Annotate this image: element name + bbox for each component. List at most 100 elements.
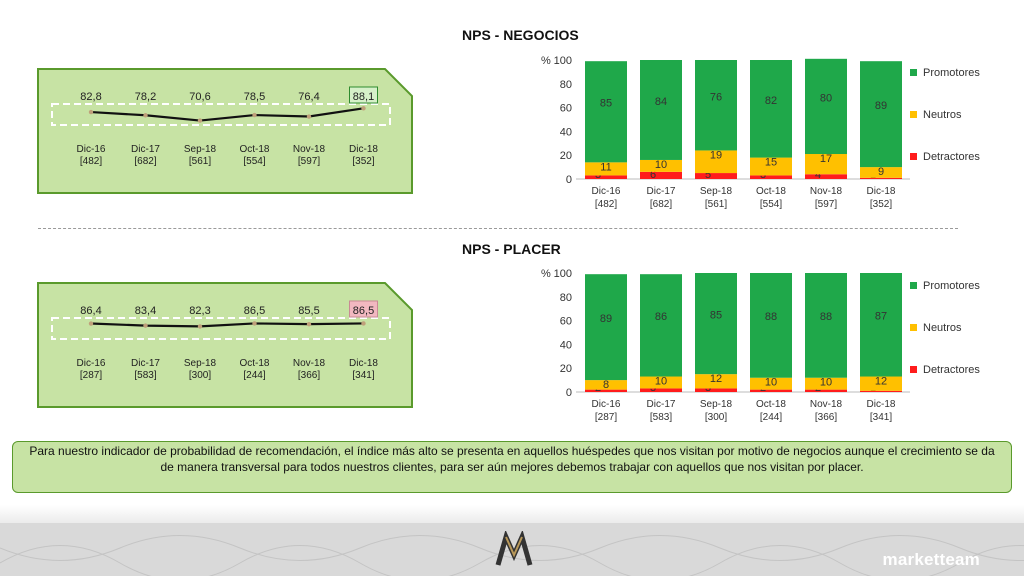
nps-value-label: 76,4 [298, 91, 319, 103]
nps-point [88, 109, 94, 115]
sample-base-label: [300] [705, 412, 727, 423]
nps-line [90, 322, 364, 328]
sample-base-label: [300] [189, 370, 211, 381]
period-label: Oct-18 [239, 144, 269, 155]
nps-point [252, 112, 257, 118]
y-tick-label: 40 [560, 339, 572, 351]
nps-value-label: 88,1 [353, 91, 374, 103]
footer-pattern [0, 535, 1024, 576]
data-label-neutros: 12 [875, 376, 887, 388]
legend-label: Neutros [923, 322, 962, 334]
x-tick-label: Dic-16 [592, 186, 621, 197]
legend-label: Promotores [923, 280, 980, 292]
bar-segment-detractores [805, 389, 847, 392]
data-label-promotores: 85 [600, 98, 612, 110]
nps-point [306, 321, 312, 327]
nps-value-label: 70,6 [189, 91, 210, 103]
line-track-frame [51, 317, 391, 340]
bar-segment-promotores [805, 58, 847, 155]
period-label: Dic-16 [77, 144, 106, 155]
section-title-negocios: NPS - NEGOCIOS [462, 27, 579, 43]
bar-segment-neutros [860, 167, 902, 178]
period-label: Sep-18 [184, 144, 217, 155]
y-tick-label: 100 [554, 268, 572, 280]
sample-base-label: [583] [650, 412, 672, 423]
x-tick-label: Dic-18 [867, 399, 896, 410]
nps-point [143, 323, 148, 328]
sample-base-label: [366] [298, 370, 320, 381]
bar-segment-neutros [750, 377, 792, 390]
x-tick-label: Dic-17 [647, 186, 676, 197]
bar-segment-neutros [640, 159, 682, 172]
sample-base-label: [244] [243, 370, 265, 381]
data-label-promotores: 82 [765, 95, 777, 107]
nps-point [197, 324, 203, 329]
data-label-neutros: 10 [820, 377, 832, 389]
data-label-promotores: 85 [710, 310, 722, 322]
nps-placer-line-panel: 86,4 Dic-16[287] 83,4 Dic-17[583] 82,3 Sep-18… [37, 282, 413, 408]
bar-segment-promotores [805, 273, 847, 378]
nps-value-label: 78,2 [135, 91, 156, 103]
data-label-promotores: 89 [600, 313, 612, 325]
bar-segment-promotores [585, 61, 627, 163]
bar-segment-detractores [640, 171, 682, 179]
period-label: Dic-16 [77, 358, 106, 369]
nps-point [252, 321, 257, 326]
nps-line [90, 107, 364, 122]
nps-value-label: 86,5 [244, 305, 265, 317]
legend-label: Promotores [923, 67, 980, 79]
nps-point [143, 113, 148, 118]
period-label: Sep-18 [184, 358, 217, 369]
sample-base-label: [597] [815, 199, 837, 210]
data-label-promotores: 88 [820, 311, 832, 323]
data-label-promotores: 80 [820, 93, 832, 105]
unit-label: % [541, 268, 551, 280]
sample-base-label: [352] [870, 199, 892, 210]
x-tick-label: Sep-18 [700, 399, 733, 410]
bar-segment-promotores [695, 60, 737, 151]
bar-segment-neutros [805, 377, 847, 390]
data-label-neutros: 15 [765, 157, 777, 169]
y-tick-label: 80 [560, 292, 572, 304]
data-label-detractores: 6 [650, 169, 656, 181]
nps-value-label: 83,4 [135, 305, 156, 317]
period-label: Oct-18 [239, 358, 269, 369]
bar-segment-promotores [860, 61, 902, 168]
nps-negocios-bar-chart: %02040608010031185Dic-16[482]61084Dic-17… [541, 55, 980, 210]
period-label: Dic-18 [349, 358, 378, 369]
legend-label: Neutros [923, 109, 962, 121]
sample-base-label: [341] [870, 412, 892, 423]
data-label-promotores: 87 [875, 311, 887, 323]
sample-base-label: [554] [243, 156, 265, 167]
data-label-neutros: 12 [710, 373, 722, 385]
legend-swatch [910, 324, 917, 331]
y-tick-label: 60 [560, 316, 572, 328]
data-label-neutros: 10 [655, 376, 667, 388]
bar-segment-neutros [585, 162, 627, 176]
data-label-neutros: 10 [765, 377, 777, 389]
line-track-frame [51, 103, 391, 126]
nps-point [197, 118, 203, 123]
sample-base-label: [366] [815, 412, 837, 423]
data-label-neutros: 17 [820, 153, 832, 165]
bar-segment-detractores [640, 388, 682, 392]
latest-value-highlight [349, 86, 378, 104]
legend-swatch [910, 69, 917, 76]
brand-name: marketteam [882, 550, 980, 569]
sample-base-label: [682] [134, 156, 156, 167]
summary-note: Para nuestro indicador de probabilidad d… [12, 441, 1012, 493]
bar-segment-neutros [860, 376, 902, 391]
nps-point [361, 106, 366, 111]
x-tick-label: Nov-18 [810, 186, 843, 197]
bar-segment-promotores [695, 273, 737, 375]
legend-swatch [910, 111, 917, 118]
sample-base-label: [583] [134, 370, 156, 381]
bar-segment-neutros [585, 380, 627, 390]
y-tick-label: 40 [560, 126, 572, 138]
sample-base-label: [287] [80, 370, 102, 381]
x-tick-label: Oct-18 [756, 186, 786, 197]
y-tick-label: 80 [560, 79, 572, 91]
footer-bar: marketteam [0, 523, 1024, 576]
sample-base-label: [597] [298, 156, 320, 167]
nps-value-label: 86,4 [80, 305, 101, 317]
